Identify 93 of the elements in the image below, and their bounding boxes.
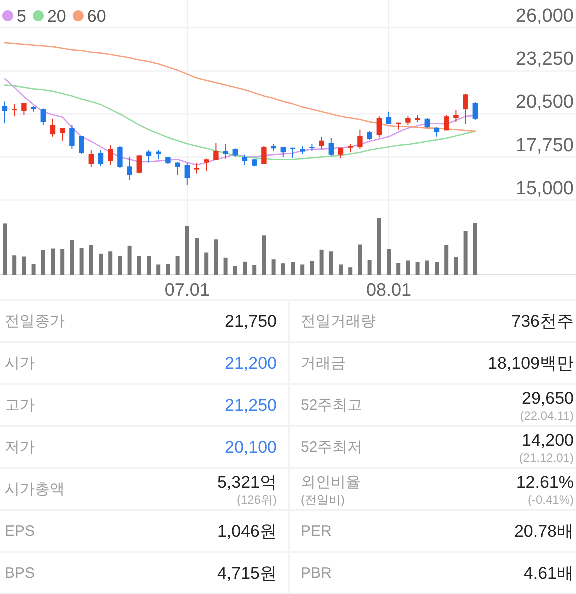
bar: [12, 256, 17, 275]
bar: [32, 264, 36, 275]
bar: [396, 263, 401, 275]
text: 20,100: [225, 438, 277, 457]
bar: [99, 254, 103, 275]
bar: [358, 244, 362, 275]
bar: [377, 218, 382, 275]
bar: [22, 256, 26, 275]
y-tick-label: 23,250: [516, 49, 574, 70]
bar: [176, 256, 180, 275]
text: 21,250: [225, 396, 277, 415]
y-tick-label: 17,750: [516, 135, 574, 156]
text: EPS: [5, 523, 36, 540]
bar: [444, 245, 449, 275]
bar: [41, 250, 46, 275]
bar: [281, 264, 286, 275]
bar: [80, 248, 84, 275]
bar: [464, 231, 468, 275]
text: (-0.41%): [528, 493, 574, 507]
text: 736천주: [512, 312, 574, 331]
bar: [233, 266, 238, 275]
text: 고가: [5, 397, 35, 414]
bar: [166, 264, 170, 275]
bar: [454, 257, 458, 275]
text: 거래금: [301, 355, 346, 372]
bar: [89, 245, 94, 275]
bar: [272, 260, 276, 275]
bar: [204, 252, 209, 275]
bar: [425, 260, 430, 275]
y-tick-label: 20,500: [516, 92, 574, 114]
text: 21,750: [225, 312, 277, 331]
text: 12.61%: [516, 473, 574, 492]
text: 4,715원: [217, 564, 277, 583]
bar: [128, 246, 132, 275]
bar: [473, 223, 478, 275]
bar: [329, 252, 334, 275]
text: 시가총액: [5, 481, 65, 498]
bar: [406, 260, 410, 275]
bar: [51, 248, 55, 275]
text: 29,650: [522, 389, 574, 408]
legend-label: 60: [87, 7, 106, 26]
bar: [118, 256, 122, 275]
bar: [320, 250, 324, 275]
text: 14,200: [522, 431, 574, 450]
bar: [339, 264, 343, 275]
bar: [252, 265, 257, 275]
bar: [262, 236, 266, 275]
text: (21.12.01): [519, 451, 574, 465]
text: 21,200: [225, 354, 277, 373]
text: PBR: [301, 565, 332, 582]
text: PER: [301, 523, 332, 540]
bar: [368, 260, 372, 275]
text: (126위): [236, 493, 277, 507]
y-tick-label: 15,000: [516, 178, 574, 200]
text: 저가: [5, 439, 35, 456]
text: 전일거래량: [301, 313, 376, 330]
bar: [137, 256, 142, 275]
bar: [435, 262, 439, 275]
text: (22.04.11): [520, 409, 574, 423]
x-tick-label: 08.01: [366, 280, 412, 300]
bar: [147, 256, 151, 275]
bar: [60, 249, 65, 275]
text: 시가: [5, 355, 35, 372]
text: 외인비율: [301, 474, 361, 491]
bar: [243, 262, 247, 275]
text: 5,321억: [217, 473, 277, 492]
bar: [224, 258, 228, 275]
text: 4.61배: [524, 564, 574, 583]
y-tick-label: 26,000: [516, 6, 574, 28]
bar: [300, 264, 305, 275]
text: 52주최저: [301, 439, 363, 456]
x-tick-label: 07.01: [164, 280, 210, 300]
bar: [3, 224, 7, 275]
text: 전일종가: [5, 313, 65, 330]
text: 52주최고: [301, 397, 363, 414]
text: 20.78배: [514, 522, 574, 541]
bar: [291, 262, 295, 275]
bar: [348, 268, 353, 275]
legend-label: 5: [17, 7, 26, 26]
bar: [310, 261, 314, 275]
text: 1,046원: [217, 522, 277, 541]
bar: [416, 262, 420, 275]
text: 18,109백만: [488, 354, 574, 373]
bar: [156, 264, 161, 275]
bar: [214, 240, 218, 275]
bar: [70, 240, 74, 275]
bar: [195, 238, 199, 275]
legend-label: 20: [47, 7, 66, 26]
text: (전일비): [301, 493, 345, 507]
bar: [108, 252, 113, 275]
text: BPS: [5, 565, 36, 582]
bar: [185, 226, 190, 275]
bar: [387, 249, 391, 275]
